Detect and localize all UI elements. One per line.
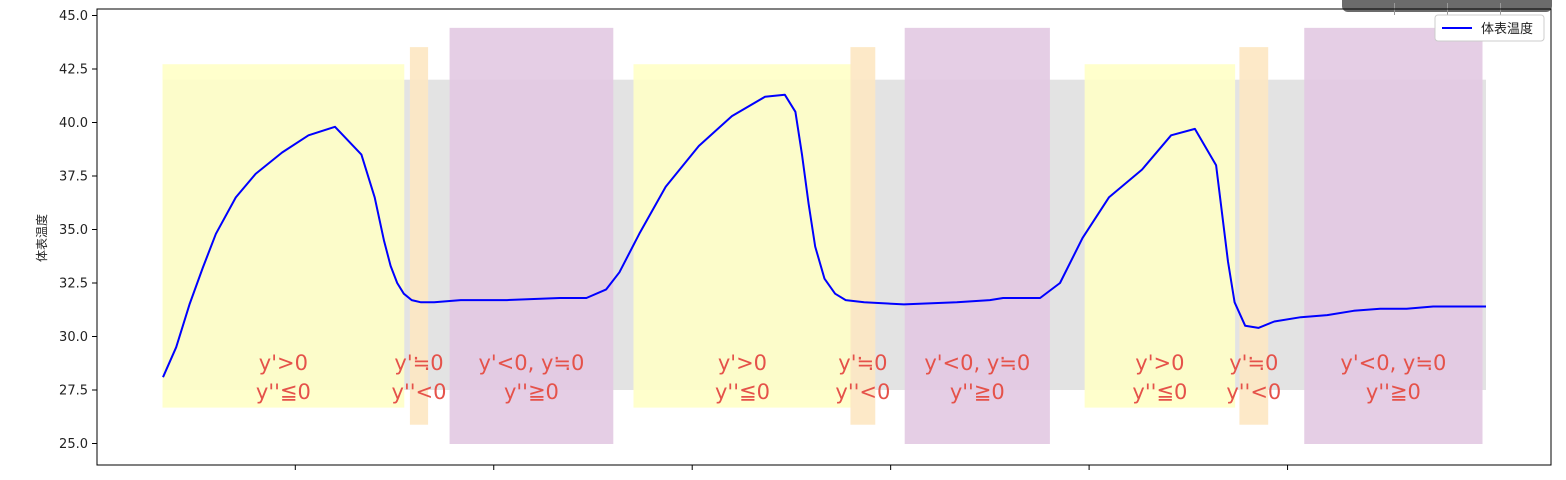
plot-frame [96,8,1552,466]
y-tick-label-7: 42.5 [59,63,88,78]
y-tick-label-1: 27.5 [59,384,88,399]
region-9-label-line1: y'<0, y≒0 [1340,351,1446,375]
region-1-label-line1: y'>0 [259,351,308,375]
region-1-label-line2: y''≦0 [256,380,311,404]
region-4 [633,64,852,408]
region-5 [850,47,876,425]
region-7-label-line1: y'>0 [1135,351,1184,375]
y-tick-label-3: 32.5 [59,277,88,292]
region-layer [162,27,1483,445]
region-8-label-line2: y''<0 [1226,380,1281,404]
region-3-label-line2: y''≧0 [504,380,559,404]
y-tick-label-2: 30.0 [59,330,88,345]
legend-label-1: 体表温度 [1481,21,1533,37]
annotation-layer: y'>0 y''≦0 y'≒0 y''<0 y'<0, y≒0 y''≧0 y'>0 y''≦… [256,351,1446,404]
y-tick-label-0: 25.0 [59,437,88,452]
y-tick-label-6: 40.0 [59,116,88,131]
y-tick-label-4: 35.0 [59,223,88,238]
region-4-label-line1: y'>0 [718,351,767,375]
region-6 [904,27,1050,445]
region-4-label-line2: y''≦0 [715,380,770,404]
region-2 [409,47,429,425]
region-2-label-line2: y''<0 [392,380,447,404]
region-9-label-line2: y''≧0 [1366,380,1421,404]
region-7 [1084,64,1236,408]
y-tick-label-5: 37.5 [59,170,88,185]
region-3 [449,27,614,445]
region-1 [162,64,405,408]
axes: 25.0 27.5 30.0 32.5 35.0 37.5 40.0 42.5 45.0 [59,8,1552,470]
region-5-label-line1: y'≒0 [838,351,887,375]
region-6-label-line2: y''≧0 [950,380,1005,404]
region-8 [1239,47,1269,425]
series-line-1 [162,93,1486,378]
y-axis-label: 体表温度 [34,214,49,262]
legend: 体表温度 [1434,14,1545,42]
region-3-label-line1: y'<0, y≒0 [478,351,584,375]
y-tick-label-8: 45.0 [59,9,88,24]
region-2-label-line1: y'≒0 [394,351,443,375]
region-6-label-line1: y'<0, y≒0 [924,351,1030,375]
legend-box [1434,14,1545,42]
region-7-label-line2: y''≦0 [1132,380,1187,404]
series-layer [162,93,1486,378]
region-5-label-line2: y''<0 [835,380,890,404]
region-9 [1304,27,1483,445]
region-8-label-line1: y'≒0 [1229,351,1278,375]
